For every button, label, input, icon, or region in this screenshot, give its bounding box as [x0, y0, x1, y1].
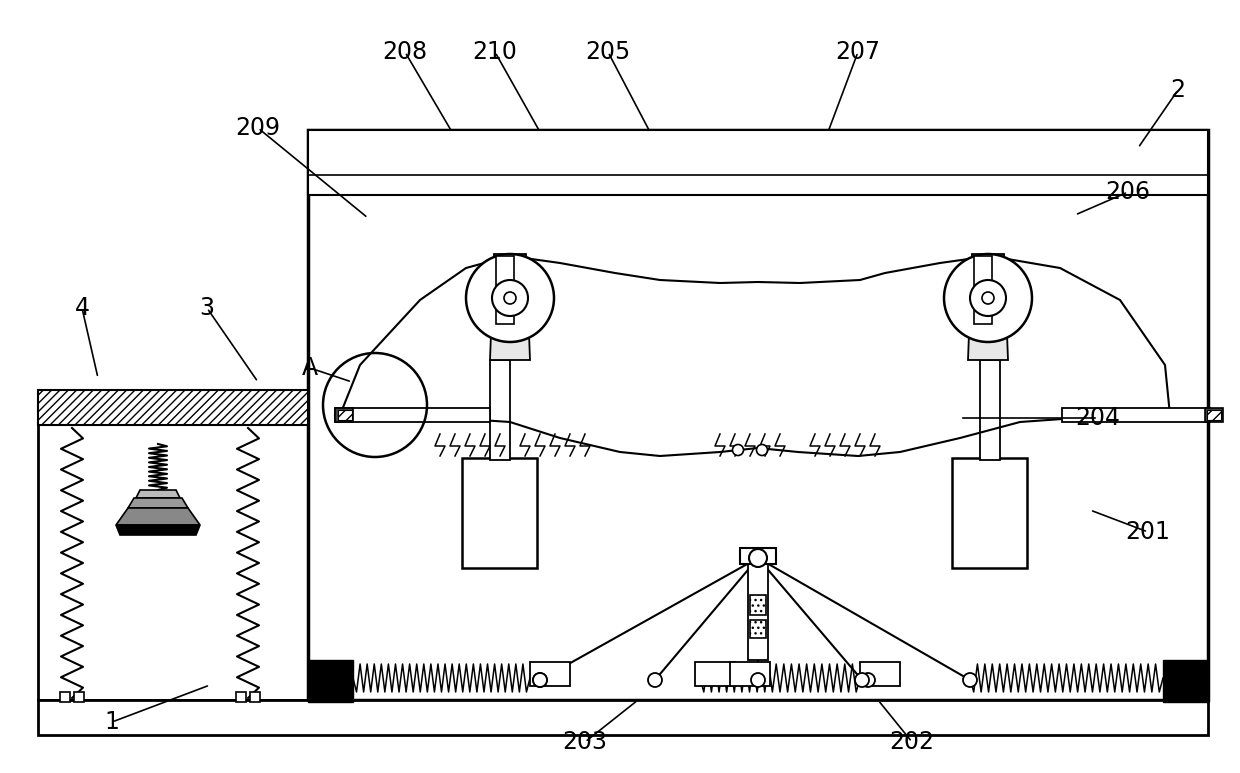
Text: A: A	[301, 356, 319, 380]
Bar	[980, 360, 999, 460]
Text: 203: 203	[563, 730, 608, 754]
Circle shape	[733, 444, 744, 455]
Bar	[1207, 410, 1221, 420]
Text: 209: 209	[236, 116, 280, 140]
Bar	[490, 360, 510, 460]
Bar	[740, 548, 776, 564]
Bar	[308, 130, 1208, 700]
Polygon shape	[136, 490, 180, 498]
Bar	[496, 256, 515, 324]
Circle shape	[749, 549, 768, 567]
Circle shape	[751, 673, 765, 687]
Bar	[973, 256, 992, 324]
Circle shape	[466, 254, 554, 342]
Bar	[750, 620, 766, 638]
Bar	[236, 692, 246, 702]
Circle shape	[970, 280, 1006, 316]
Circle shape	[982, 292, 994, 304]
Bar	[308, 660, 353, 702]
Bar	[335, 408, 353, 422]
Circle shape	[861, 673, 875, 687]
Bar	[1061, 408, 1210, 422]
Text: 4: 4	[74, 296, 89, 320]
Bar	[1205, 408, 1223, 422]
Polygon shape	[117, 525, 200, 535]
Text: 210: 210	[472, 40, 517, 64]
Polygon shape	[117, 508, 200, 525]
Text: 3: 3	[200, 296, 215, 320]
Bar	[748, 558, 768, 660]
Bar	[60, 692, 69, 702]
Circle shape	[533, 673, 547, 687]
Text: 1: 1	[104, 710, 119, 734]
Bar	[694, 662, 735, 686]
Bar	[952, 458, 1027, 568]
Circle shape	[503, 292, 516, 304]
Bar	[38, 390, 308, 700]
Circle shape	[756, 444, 768, 455]
Polygon shape	[128, 498, 188, 508]
Bar	[861, 662, 900, 686]
Circle shape	[856, 673, 869, 687]
Text: 201: 201	[1126, 520, 1171, 544]
Text: 204: 204	[1075, 406, 1121, 430]
Bar	[335, 408, 490, 422]
Bar	[38, 390, 308, 425]
Bar	[74, 692, 84, 702]
Polygon shape	[968, 254, 1008, 360]
Bar	[730, 662, 770, 686]
Text: 205: 205	[585, 40, 631, 64]
Text: 202: 202	[889, 730, 935, 754]
Text: 208: 208	[382, 40, 428, 64]
Bar	[38, 700, 1208, 735]
Polygon shape	[490, 254, 529, 360]
Bar	[250, 692, 260, 702]
Text: 206: 206	[1106, 180, 1151, 204]
Circle shape	[492, 280, 528, 316]
Bar	[529, 662, 570, 686]
Bar	[339, 410, 352, 420]
Circle shape	[649, 673, 662, 687]
Bar	[308, 130, 1208, 195]
Circle shape	[963, 673, 977, 687]
Text: 207: 207	[836, 40, 880, 64]
Bar	[750, 595, 766, 615]
Circle shape	[944, 254, 1032, 342]
Bar	[1163, 660, 1208, 702]
Circle shape	[533, 673, 547, 687]
Bar	[463, 458, 537, 568]
Text: 2: 2	[1171, 78, 1185, 102]
